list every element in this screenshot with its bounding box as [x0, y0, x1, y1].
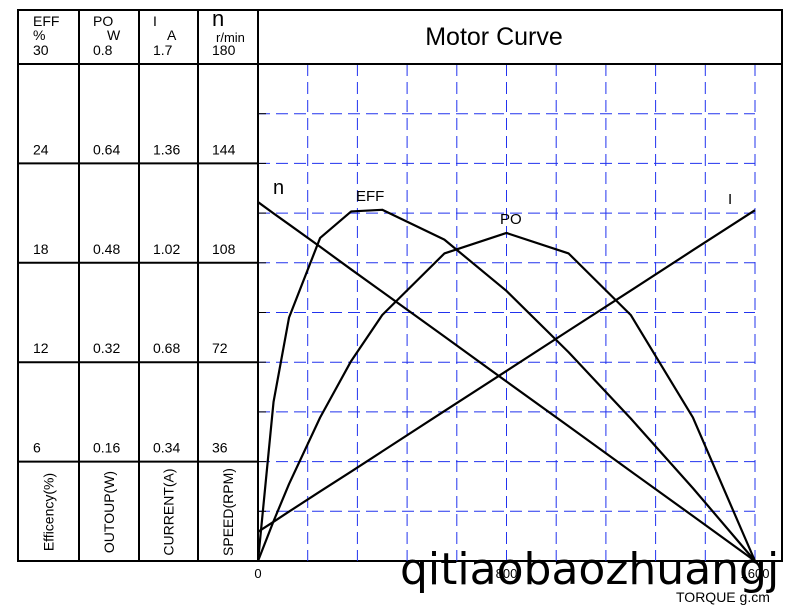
- y-tick-label: 0.32: [93, 340, 120, 356]
- axis-label: SPEED(RPM): [220, 468, 236, 556]
- column-header: n: [212, 6, 224, 31]
- chart-title: Motor Curve: [425, 23, 563, 51]
- y-tick-label: 24: [33, 141, 49, 157]
- column-unit: A: [167, 27, 177, 43]
- y-tick-label: 1.02: [153, 241, 180, 257]
- y-tick-label: 108: [212, 241, 236, 257]
- y-tick-label: 0.48: [93, 241, 120, 257]
- y-tick-label: 0.34: [153, 440, 180, 456]
- axis-label: Efficency(%): [41, 473, 57, 551]
- y-tick-label: 72: [212, 340, 228, 356]
- frame: [17, 9, 783, 562]
- y-tick-label: 1.7: [153, 42, 173, 58]
- x-tick-label: 800: [496, 566, 518, 581]
- axis-label: OUTOUP(W): [101, 471, 117, 553]
- y-tick-label: 18: [33, 241, 49, 257]
- y-tick-label: 12: [33, 340, 49, 356]
- y-tick-label: 0.64: [93, 141, 120, 157]
- y-tick-label: 0.8: [93, 42, 113, 58]
- curve-label: I: [728, 191, 732, 208]
- x-tick-label: 0: [254, 566, 261, 581]
- y-tick-label: 36: [212, 440, 228, 456]
- curve: [256, 231, 757, 562]
- curve-label: n: [273, 177, 284, 199]
- curve: [257, 209, 756, 533]
- curve: [257, 201, 756, 562]
- column-unit: W: [107, 27, 121, 43]
- y-tick-label: 144: [212, 141, 236, 157]
- y-tick-label: 1.36: [153, 141, 180, 157]
- y-tick-label: 30: [33, 42, 49, 58]
- curve: [256, 208, 756, 562]
- y-tick-label: 0.68: [153, 340, 180, 356]
- column-unit: r/min: [216, 30, 245, 45]
- axis-label: CURRENT(A): [161, 468, 177, 555]
- x-axis-label: TORQUE g.cm: [676, 589, 770, 605]
- column-header: EFF: [33, 13, 59, 29]
- column-header: I: [153, 13, 157, 29]
- column-unit: %: [33, 27, 45, 43]
- curve-label: EFF: [356, 188, 384, 205]
- watermark: qitiaobaozhuangj: [400, 544, 779, 595]
- y-tick-label: 180: [212, 42, 236, 58]
- column-header: PO: [93, 13, 113, 29]
- curve-label: PO: [500, 211, 522, 228]
- y-tick-label: 6: [33, 440, 41, 456]
- x-tick-label: 1600: [741, 566, 770, 581]
- y-tick-label: 0.16: [93, 440, 120, 456]
